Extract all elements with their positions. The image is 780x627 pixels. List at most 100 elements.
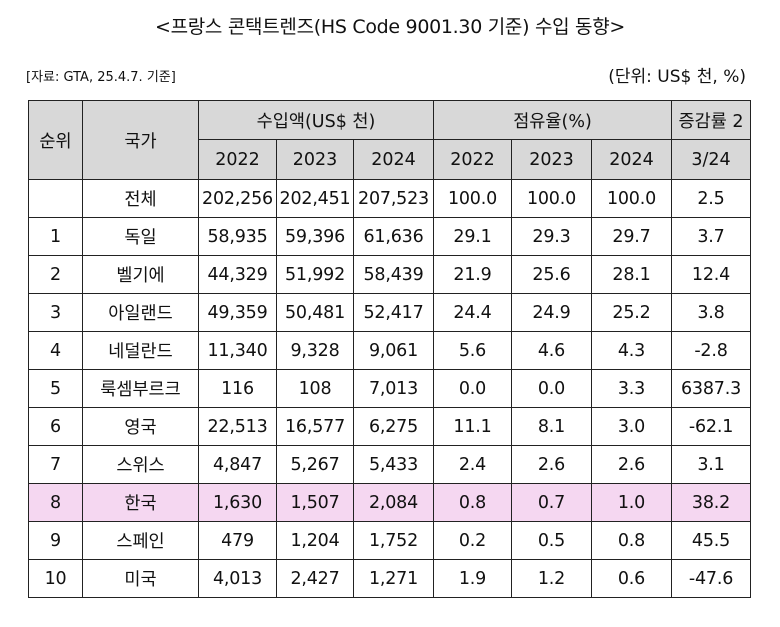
share-2024-cell: 28.1 <box>591 255 672 294</box>
rank-cell: 9 <box>28 521 83 560</box>
import-2022-cell: 44,329 <box>198 255 277 294</box>
share-2023-cell: 100.0 <box>511 179 592 218</box>
header-growth: 증감률 2 <box>671 100 751 140</box>
share-2022-cell: 0.0 <box>433 369 512 408</box>
rank-cell: 6 <box>28 407 83 446</box>
table-row: 10 미국 4,013 2,427 1,271 1.9 1.2 0.6 -47.6 <box>28 559 751 598</box>
import-2022-cell: 49,359 <box>198 293 277 332</box>
header-import-year: 2022 <box>198 139 277 180</box>
header-share-year: 2022 <box>433 139 512 180</box>
share-2023-cell: 0.5 <box>511 521 592 560</box>
country-cell: 네덜란드 <box>82 331 199 370</box>
import-2024-cell: 1,271 <box>353 559 434 598</box>
share-2023-cell: 29.3 <box>511 217 592 256</box>
share-2024-cell: 4.3 <box>591 331 672 370</box>
table-row: 7 스위스 4,847 5,267 5,433 2.4 2.6 2.6 3.1 <box>28 445 751 484</box>
share-2024-cell: 3.3 <box>591 369 672 408</box>
country-cell: 스페인 <box>82 521 199 560</box>
import-2022-cell: 116 <box>198 369 277 408</box>
growth-cell: 38.2 <box>671 483 751 522</box>
rank-cell: 5 <box>28 369 83 408</box>
country-cell: 벨기에 <box>82 255 199 294</box>
growth-cell: -62.1 <box>671 407 751 446</box>
share-2024-cell: 2.6 <box>591 445 672 484</box>
table-row: 전체 202,256 202,451 207,523 100.0 100.0 100.0 2.… <box>28 179 751 218</box>
table-row: 8 한국 1,630 1,507 2,084 0.8 0.7 1.0 38.2 <box>28 483 751 522</box>
share-2024-cell: 0.6 <box>591 559 672 598</box>
header-import-year: 2023 <box>276 139 354 180</box>
rank-cell: 1 <box>28 217 83 256</box>
growth-cell: 3.7 <box>671 217 751 256</box>
share-2024-cell: 3.0 <box>591 407 672 446</box>
page-title: <프랑스 콘택트렌즈(HS Code 9001.30 기준) 수입 동향> <box>154 16 626 38</box>
import-2024-cell: 5,433 <box>353 445 434 484</box>
header-country: 국가 <box>82 100 199 180</box>
growth-cell: 6387.3 <box>671 369 751 408</box>
import-2023-cell: 108 <box>276 369 354 408</box>
growth-cell: 3.8 <box>671 293 751 332</box>
share-2024-cell: 100.0 <box>591 179 672 218</box>
rank-cell <box>28 179 83 218</box>
rank-cell: 4 <box>28 331 83 370</box>
import-2022-cell: 11,340 <box>198 331 277 370</box>
rank-cell: 8 <box>28 483 83 522</box>
share-2024-cell: 29.7 <box>591 217 672 256</box>
share-2023-cell: 25.6 <box>511 255 592 294</box>
import-2022-cell: 4,847 <box>198 445 277 484</box>
growth-cell: 3.1 <box>671 445 751 484</box>
growth-cell: 45.5 <box>671 521 751 560</box>
table-row: 6 영국 22,513 16,577 6,275 11.1 8.1 3.0 -62.1 <box>28 407 751 446</box>
share-2023-cell: 2.6 <box>511 445 592 484</box>
import-2022-cell: 58,935 <box>198 217 277 256</box>
import-2023-cell: 59,396 <box>276 217 354 256</box>
growth-cell: -2.8 <box>671 331 751 370</box>
import-2023-cell: 50,481 <box>276 293 354 332</box>
country-cell: 독일 <box>82 217 199 256</box>
import-2024-cell: 61,636 <box>353 217 434 256</box>
header-import-value: 수입액(US$ 천) <box>198 100 434 140</box>
table-row: 5 룩셈부르크 116 108 7,013 0.0 0.0 3.3 6387.3 <box>28 369 751 408</box>
country-cell: 아일랜드 <box>82 293 199 332</box>
share-2023-cell: 1.2 <box>511 559 592 598</box>
country-cell: 미국 <box>82 559 199 598</box>
header-rank: 순위 <box>28 100 83 180</box>
import-2023-cell: 16,577 <box>276 407 354 446</box>
import-2024-cell: 2,084 <box>353 483 434 522</box>
table-body: 전체 202,256 202,451 207,523 100.0 100.0 100.0 2.… <box>28 179 751 598</box>
import-2022-cell: 479 <box>198 521 277 560</box>
growth-cell: 2.5 <box>671 179 751 218</box>
share-2022-cell: 24.4 <box>433 293 512 332</box>
share-2023-cell: 4.6 <box>511 331 592 370</box>
table-row: 2 벨기에 44,329 51,992 58,439 21.9 25.6 28.1 12.4 <box>28 255 751 294</box>
header-share-year: 2024 <box>591 139 672 180</box>
rank-cell: 3 <box>28 293 83 332</box>
share-2023-cell: 0.7 <box>511 483 592 522</box>
share-2024-cell: 1.0 <box>591 483 672 522</box>
country-cell: 영국 <box>82 407 199 446</box>
table-row: 4 네덜란드 11,340 9,328 9,061 5.6 4.6 4.3 -2.8 <box>28 331 751 370</box>
growth-cell: 12.4 <box>671 255 751 294</box>
import-2023-cell: 2,427 <box>276 559 354 598</box>
table-row: 3 아일랜드 49,359 50,481 52,417 24.4 24.9 25.2 3.8 <box>28 293 751 332</box>
import-2024-cell: 6,275 <box>353 407 434 446</box>
unit-note: (단위: US$ 천, %) <box>608 67 746 87</box>
share-2022-cell: 1.9 <box>433 559 512 598</box>
import-2024-cell: 1,752 <box>353 521 434 560</box>
import-2022-cell: 202,256 <box>198 179 277 218</box>
import-2022-cell: 22,513 <box>198 407 277 446</box>
growth-cell: -47.6 <box>671 559 751 598</box>
country-cell: 한국 <box>82 483 199 522</box>
share-2022-cell: 0.8 <box>433 483 512 522</box>
share-2022-cell: 11.1 <box>433 407 512 446</box>
table-row: 1 독일 58,935 59,396 61,636 29.1 29.3 29.7 3.7 <box>28 217 751 256</box>
header-import-year: 2024 <box>353 139 434 180</box>
share-2024-cell: 25.2 <box>591 293 672 332</box>
table-row: 9 스페인 479 1,204 1,752 0.2 0.5 0.8 45.5 <box>28 521 751 560</box>
import-2024-cell: 9,061 <box>353 331 434 370</box>
share-2024-cell: 0.8 <box>591 521 672 560</box>
header-share-year: 2023 <box>511 139 592 180</box>
share-2022-cell: 5.6 <box>433 331 512 370</box>
import-2022-cell: 1,630 <box>198 483 277 522</box>
header-share: 점유율(%) <box>433 100 672 140</box>
import-2024-cell: 7,013 <box>353 369 434 408</box>
